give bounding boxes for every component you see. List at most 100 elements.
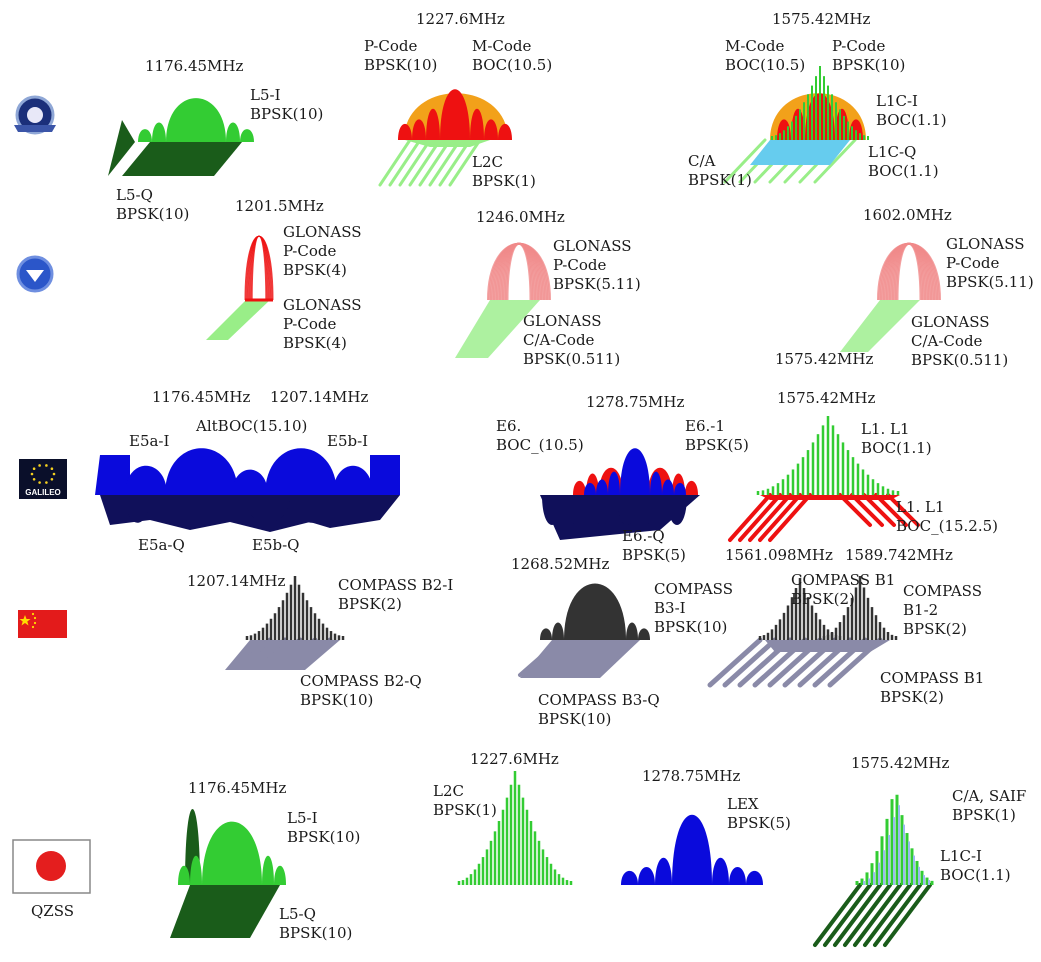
glonass-g1-frequency-2: 1575.42MHz: [775, 350, 874, 368]
qzss-l5-i-side-lobe: [178, 865, 190, 885]
glonass-g2-ca-label: GLONASS C/A-Code BPSK(0.511): [523, 312, 621, 368]
galileo-l1-boc-streak-left: [738, 493, 782, 542]
compass-b3-i-side-lobe: [626, 622, 638, 640]
qzss-l5-i-label: L5-I BPSK(10): [287, 809, 361, 846]
galileo-l1-boc-streak-left: [768, 493, 812, 542]
gps-l5-i-side-lobe: [226, 122, 240, 142]
galileo-e5-edge-right: [370, 455, 400, 495]
gps-l5-spectrum: [108, 98, 254, 176]
compass-b3-i-label: COMPASS B3-I BPSK(10): [654, 580, 733, 636]
gps-l2-pcode-label: P-Code BPSK(10): [364, 37, 438, 74]
gps-l2c-streak: [388, 138, 422, 187]
japan-flag-disc: [36, 851, 66, 881]
qzss-l5-q-lobe: [170, 885, 280, 938]
galileo-l1-boc-streak-left: [758, 493, 802, 542]
galileo-e5-q-lobe: [245, 495, 290, 523]
glonass-g2-p-label: GLONASS P-Code BPSK(5.11): [553, 237, 641, 293]
gps-l2c-streak: [428, 138, 462, 187]
galileo-logo-star: [50, 467, 54, 471]
glonass-g1-ca-band: [840, 300, 920, 352]
qzss-l5-i-side-lobe: [274, 865, 286, 885]
galileo-logo-star: [32, 477, 36, 481]
galileo-logo-star: [38, 464, 41, 467]
galileo-e5a-side-lobe: [125, 465, 167, 495]
gps-l1-mcode-label: M-Code BOC(10.5): [725, 37, 806, 74]
china-flag-small-star: [31, 625, 35, 629]
glonass-logo-center: [26, 270, 44, 282]
galileo-l1-boc-streak-right: [886, 493, 920, 527]
galileo-e6-q-lobe: [667, 495, 687, 525]
gps-l1-pcode-label: P-Code BPSK(10): [832, 37, 906, 74]
gps-l2-pcode-side-lobe: [412, 119, 426, 140]
galileo-e6-bpsk-side-lobe: [650, 471, 662, 495]
compass-b1-frequency-1: 1561.098MHz: [725, 546, 833, 564]
qzss-lex-side-lobe: [621, 870, 638, 885]
gps-ca-streak: [723, 138, 767, 184]
glonass-g1-ca-label: GLONASS C/A-Code BPSK(0.511): [911, 313, 1009, 369]
gps-l5-q-label: L5-Q BPSK(10): [116, 186, 190, 223]
compass-b2-q-streak: [252, 637, 288, 668]
compass-b3-q-streak: [563, 638, 607, 677]
compass-b2-frequency: 1207.14MHz: [187, 572, 286, 590]
compass-b1-base: [765, 640, 890, 652]
compass-b1-2-label: COMPASS B1-2 BPSK(2): [903, 582, 982, 638]
qzss-l1-frequency: 1575.42MHz: [851, 754, 950, 772]
glonass-g1-spectrum: [840, 242, 941, 352]
gps-l5-frequency: 1176.45MHz: [145, 57, 244, 75]
galileo-e5-edge-left: [95, 455, 130, 495]
galileo-e5-q-lobe: [290, 495, 335, 523]
galileo-e6-1-label: E6.-1 BPSK(5): [685, 417, 749, 454]
galileo-e6-bpsk-main-lobe: [620, 448, 650, 495]
galileo-e6-bpsk-side-lobe: [608, 471, 620, 495]
glonass-g1-p-label: GLONASS P-Code BPSK(5.11): [946, 235, 1034, 291]
gps-l2-pcode-side-lobe: [398, 123, 412, 140]
glonass-g3-spectrum: [206, 235, 274, 340]
qzss-l2-frequency: 1227.6MHz: [470, 750, 559, 768]
compass-b2-q-streak: [267, 637, 303, 668]
qzss-lex-side-lobe: [712, 857, 729, 885]
galileo-logo-star: [50, 477, 54, 481]
qzss-l1-streak: [853, 883, 902, 947]
qzss-l5-i-main-lobe: [202, 821, 262, 885]
galileo-logo-star: [32, 467, 36, 471]
gps-l2c-streak: [418, 138, 452, 187]
gps-l5-q-side: [108, 120, 135, 176]
qzss-l1-streak: [813, 883, 862, 947]
galileo-e6-q-lobe: [567, 495, 587, 525]
gps-l5-i-label: L5-I BPSK(10): [250, 86, 324, 123]
compass-b3-q-streak: [578, 638, 622, 677]
galileo-logo-star: [30, 472, 34, 476]
galileo-e6-boc-label: E6. BOC_(10.5): [496, 417, 584, 454]
compass-b1-a-label: COMPASS B1 BPSK(2): [791, 571, 896, 608]
gps-l2c-streak: [438, 138, 472, 187]
galileo-e6-bpsk-side-lobe: [584, 482, 596, 495]
qzss-lex-side-lobe: [638, 866, 655, 885]
gps-l2-mcode-label: M-Code BOC(10.5): [472, 37, 553, 74]
compass-b2-q-label: COMPASS B2-Q BPSK(10): [300, 672, 422, 709]
qzss-l5-frequency: 1176.45MHz: [188, 779, 287, 797]
glonass-g2-p-lobe: [506, 242, 532, 301]
galileo-logo-text: GALILEO: [25, 488, 61, 497]
galileo-e6-q-lobe: [592, 495, 612, 525]
glonass-g3-loop: [251, 235, 267, 301]
qzss-l5-q-label: L5-Q BPSK(10): [279, 905, 353, 942]
china-flag-small-star: [31, 612, 35, 616]
china-flag-small-star: [33, 616, 37, 620]
gps-l5-i-side-lobe: [152, 122, 166, 142]
qzss-system-name: QZSS: [31, 902, 75, 920]
glonass-g2-ca-band: [455, 300, 540, 358]
galileo-e6-bpsk-side-lobe: [674, 482, 686, 495]
compass-b2-q-streak: [237, 637, 273, 668]
qzss-lex-label: LEX BPSK(5): [727, 795, 791, 832]
gps-l2-pcode-main-lobe: [440, 89, 470, 140]
galileo-e6-spectrum: [540, 448, 700, 540]
gps-l2c-base: [405, 140, 490, 147]
gps-logo-center: [27, 107, 43, 123]
galileo-e6-boc-right-side-lobe: [685, 480, 698, 495]
glonass-g3-frequency: 1201.5MHz: [235, 197, 324, 215]
galileo-l1-frequency: 1575.42MHz: [777, 389, 876, 407]
qzss-l1-streak: [843, 883, 892, 947]
gps-l2-pcode-side-lobe: [484, 119, 498, 140]
